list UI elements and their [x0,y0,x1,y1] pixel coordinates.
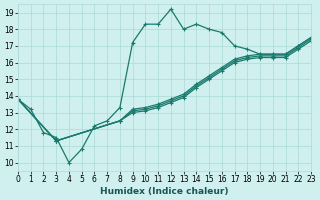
X-axis label: Humidex (Indice chaleur): Humidex (Indice chaleur) [100,187,229,196]
